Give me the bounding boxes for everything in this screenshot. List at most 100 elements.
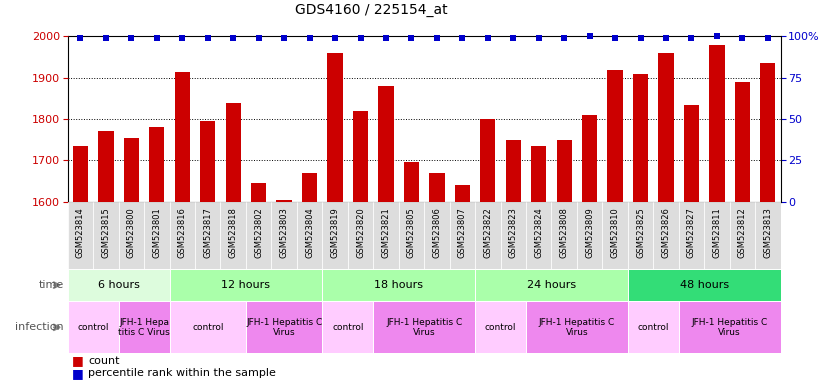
Bar (73, 146, 88, 202)
Bar (653, 202, 679, 269)
Text: 18 hours: 18 hours (374, 280, 423, 290)
Bar (322, 202, 348, 269)
Bar (378, 86, 394, 202)
Bar (679, 202, 705, 269)
Bar (68, 269, 169, 301)
Text: control: control (332, 323, 363, 332)
Bar (195, 202, 221, 269)
Bar (399, 202, 425, 269)
Text: GSM523824: GSM523824 (534, 207, 544, 258)
Bar (348, 202, 373, 269)
Bar (200, 121, 216, 202)
Bar (729, 202, 755, 269)
Bar (302, 173, 317, 202)
Text: GSM523812: GSM523812 (738, 207, 747, 258)
Bar (169, 301, 246, 353)
Text: control: control (78, 323, 109, 332)
Bar (68, 202, 93, 269)
Text: control: control (485, 323, 516, 332)
Bar (373, 202, 399, 269)
Text: control: control (192, 323, 224, 332)
Text: GSM523815: GSM523815 (102, 207, 111, 258)
Bar (475, 301, 526, 353)
Text: GSM523801: GSM523801 (152, 207, 161, 258)
Text: 12 hours: 12 hours (221, 280, 270, 290)
Bar (628, 202, 653, 269)
Text: GSM523822: GSM523822 (483, 207, 492, 258)
Bar (174, 71, 190, 202)
Bar (246, 301, 322, 353)
Text: infection: infection (15, 322, 64, 333)
Bar (150, 127, 164, 202)
Text: JFH-1 Hepatitis C
Virus: JFH-1 Hepatitis C Virus (246, 318, 322, 337)
Text: GSM523817: GSM523817 (203, 207, 212, 258)
Bar (322, 269, 475, 301)
Text: GSM523805: GSM523805 (407, 207, 416, 258)
Bar (526, 301, 628, 353)
Bar (353, 111, 368, 202)
Bar (221, 202, 246, 269)
Text: count: count (88, 356, 120, 366)
Bar (506, 140, 521, 202)
Bar (475, 269, 628, 301)
Bar (272, 202, 297, 269)
Bar (526, 202, 552, 269)
Text: GSM523802: GSM523802 (254, 207, 263, 258)
Bar (404, 162, 419, 202)
Bar (98, 131, 113, 202)
Text: GSM523819: GSM523819 (330, 207, 339, 258)
Bar (480, 119, 496, 202)
Bar (658, 53, 674, 202)
Text: GSM523800: GSM523800 (127, 207, 136, 258)
Bar (710, 45, 724, 202)
Bar (425, 202, 449, 269)
Bar (501, 202, 526, 269)
Text: percentile rank within the sample: percentile rank within the sample (88, 368, 276, 379)
Bar (582, 115, 597, 202)
Bar (475, 202, 501, 269)
Text: ■: ■ (72, 354, 83, 367)
Bar (760, 63, 776, 202)
Text: GSM523816: GSM523816 (178, 207, 187, 258)
Text: GSM523813: GSM523813 (763, 207, 772, 258)
Text: GSM523825: GSM523825 (636, 207, 645, 258)
Text: ■: ■ (72, 367, 83, 380)
Bar (607, 70, 623, 202)
Bar (124, 137, 139, 202)
Text: GSM523804: GSM523804 (305, 207, 314, 258)
Bar (225, 103, 241, 202)
Bar (633, 74, 648, 202)
Bar (297, 202, 322, 269)
Text: GSM523826: GSM523826 (662, 207, 671, 258)
Text: GSM523823: GSM523823 (509, 207, 518, 258)
Bar (169, 269, 322, 301)
Bar (144, 202, 169, 269)
Text: GSM523818: GSM523818 (229, 207, 238, 258)
Bar (628, 269, 781, 301)
Bar (735, 82, 750, 202)
Text: GDS4160 / 225154_at: GDS4160 / 225154_at (296, 3, 448, 17)
Text: 24 hours: 24 hours (527, 280, 576, 290)
Text: JFH-1 Hepa
titis C Virus: JFH-1 Hepa titis C Virus (118, 318, 170, 337)
Bar (327, 53, 343, 202)
Text: 6 hours: 6 hours (97, 280, 140, 290)
Text: GSM523814: GSM523814 (76, 207, 85, 258)
Bar (557, 140, 572, 202)
Text: JFH-1 Hepatitis C
Virus: JFH-1 Hepatitis C Virus (539, 318, 615, 337)
Text: control: control (638, 323, 669, 332)
Bar (169, 202, 195, 269)
Text: GSM523807: GSM523807 (458, 207, 467, 258)
Bar (277, 200, 292, 202)
Text: GSM523810: GSM523810 (610, 207, 620, 258)
Bar (755, 202, 781, 269)
Bar (552, 202, 577, 269)
Bar (531, 146, 546, 202)
Text: JFH-1 Hepatitis C
Virus: JFH-1 Hepatitis C Virus (691, 318, 768, 337)
Bar (628, 301, 679, 353)
Text: GSM523808: GSM523808 (560, 207, 568, 258)
Bar (251, 183, 266, 202)
Text: GSM523806: GSM523806 (432, 207, 441, 258)
Bar (93, 202, 119, 269)
Bar (449, 202, 475, 269)
Text: GSM523803: GSM523803 (280, 207, 288, 258)
